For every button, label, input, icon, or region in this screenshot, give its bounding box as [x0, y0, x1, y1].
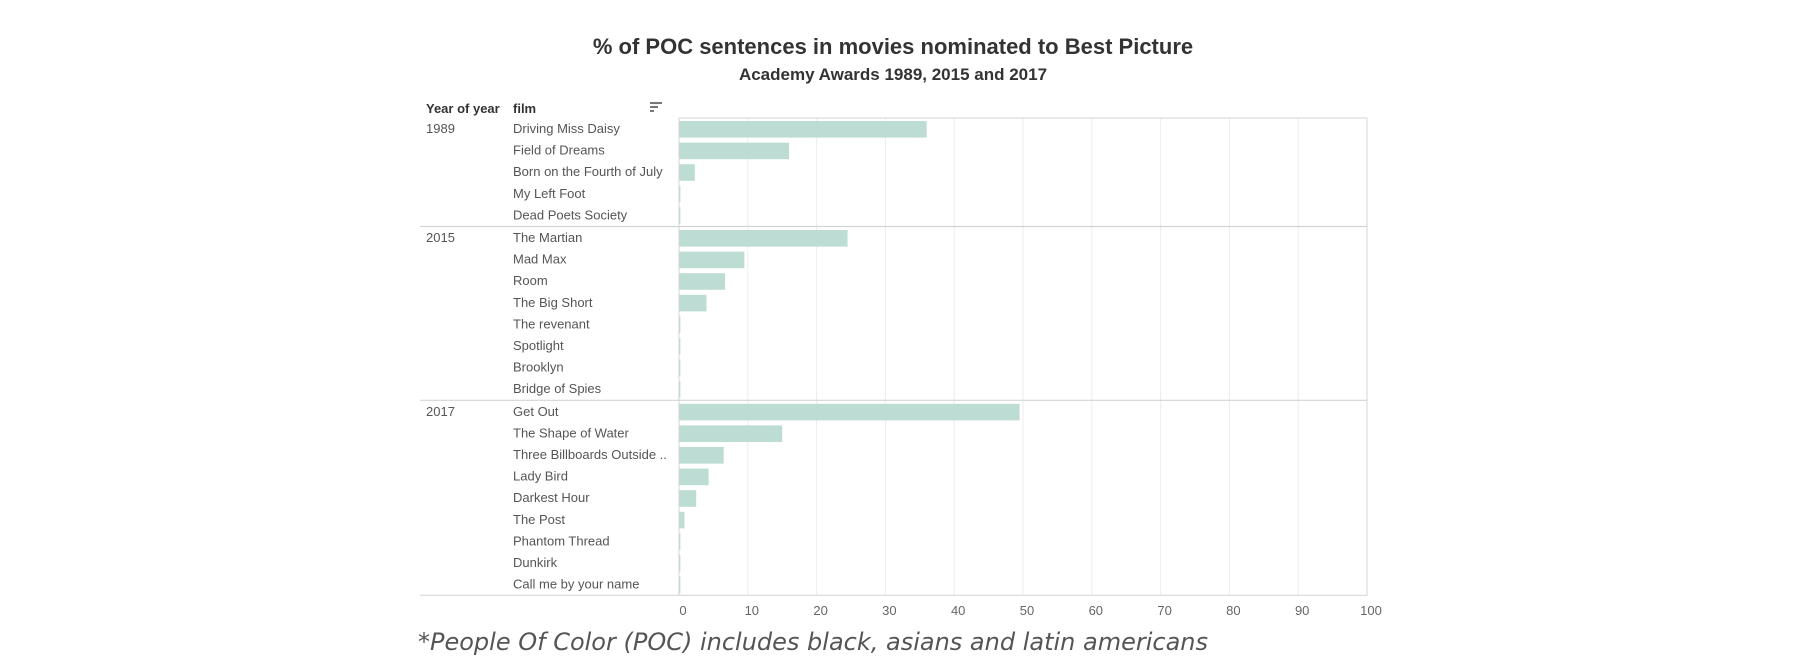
bar: [679, 425, 783, 442]
film-label: Dunkirk: [513, 555, 558, 570]
x-tick-label: 20: [813, 603, 827, 618]
film-label: The Shape of Water: [513, 425, 630, 440]
bar: [679, 468, 709, 486]
x-tick-label: 10: [745, 603, 759, 618]
bar: [679, 490, 697, 507]
x-tick-label: 40: [951, 603, 965, 618]
bar: [679, 251, 745, 269]
film-label: Field of Dreams: [513, 143, 605, 158]
x-tick-label: 30: [882, 603, 896, 618]
bar: [679, 207, 681, 224]
bar: [679, 338, 681, 355]
film-label: Driving Miss Daisy: [513, 121, 620, 136]
film-label: Bridge of Spies: [513, 381, 602, 396]
film-label: My Left Foot: [513, 186, 586, 201]
bar: [679, 294, 707, 312]
bar: [679, 185, 681, 203]
film-column-header[interactable]: film: [513, 101, 537, 116]
bar: [679, 576, 681, 594]
year-label: 2017: [426, 404, 455, 419]
film-label: Lady Bird: [513, 469, 568, 484]
year-label: 2015: [426, 230, 455, 245]
bar: [679, 230, 848, 247]
bar-chart: 1989 Driving Miss Daisy Field of Dreams Bor…: [420, 117, 1382, 618]
film-label: Brooklyn: [513, 360, 564, 375]
x-tick-label: 60: [1089, 603, 1103, 618]
chart-subtitle: Academy Awards 1989, 2015 and 2017: [738, 65, 1048, 84]
bar: [679, 533, 681, 550]
film-label: Phantom Thread: [513, 533, 610, 548]
year-label: 1989: [426, 121, 455, 136]
film-label: Get Out: [513, 404, 559, 419]
bar: [679, 447, 724, 464]
film-label: Room: [513, 273, 548, 288]
footnote: *People Of Color (POC) includes black, a…: [418, 628, 1209, 656]
x-tick-label: 50: [1020, 603, 1034, 618]
film-label: Three Billboards Outside ..: [513, 447, 667, 462]
film-label: Call me by your name: [513, 577, 639, 592]
bar: [679, 555, 681, 572]
x-tick-label: 100: [1360, 603, 1382, 618]
film-label: The Martian: [513, 230, 582, 245]
bar: [679, 121, 927, 138]
film-label: The Post: [513, 512, 565, 527]
x-tick-label: 0: [679, 603, 686, 618]
film-label: Dead Poets Society: [513, 207, 628, 222]
year-column-header[interactable]: Year of year: [426, 101, 500, 116]
film-label: Born on the Fourth of July: [513, 164, 663, 179]
x-tick-label: 90: [1295, 603, 1309, 618]
bar: [679, 164, 695, 181]
bar: [679, 316, 681, 333]
bar: [679, 273, 726, 290]
x-tick-label: 70: [1157, 603, 1171, 618]
film-label: The revenant: [513, 316, 590, 331]
bar: [679, 359, 681, 377]
sort-icon[interactable]: [649, 100, 663, 114]
film-label: Mad Max: [513, 252, 567, 267]
film-label: Darkest Hour: [513, 490, 590, 505]
bar: [679, 511, 685, 529]
film-label: The Big Short: [513, 295, 593, 310]
bar: [679, 142, 790, 160]
film-label: Spotlight: [513, 338, 564, 353]
bar: [679, 403, 1020, 421]
chart-title: % of POC sentences in movies nominated t…: [592, 34, 1194, 59]
x-tick-label: 80: [1226, 603, 1240, 618]
bar: [679, 381, 681, 398]
